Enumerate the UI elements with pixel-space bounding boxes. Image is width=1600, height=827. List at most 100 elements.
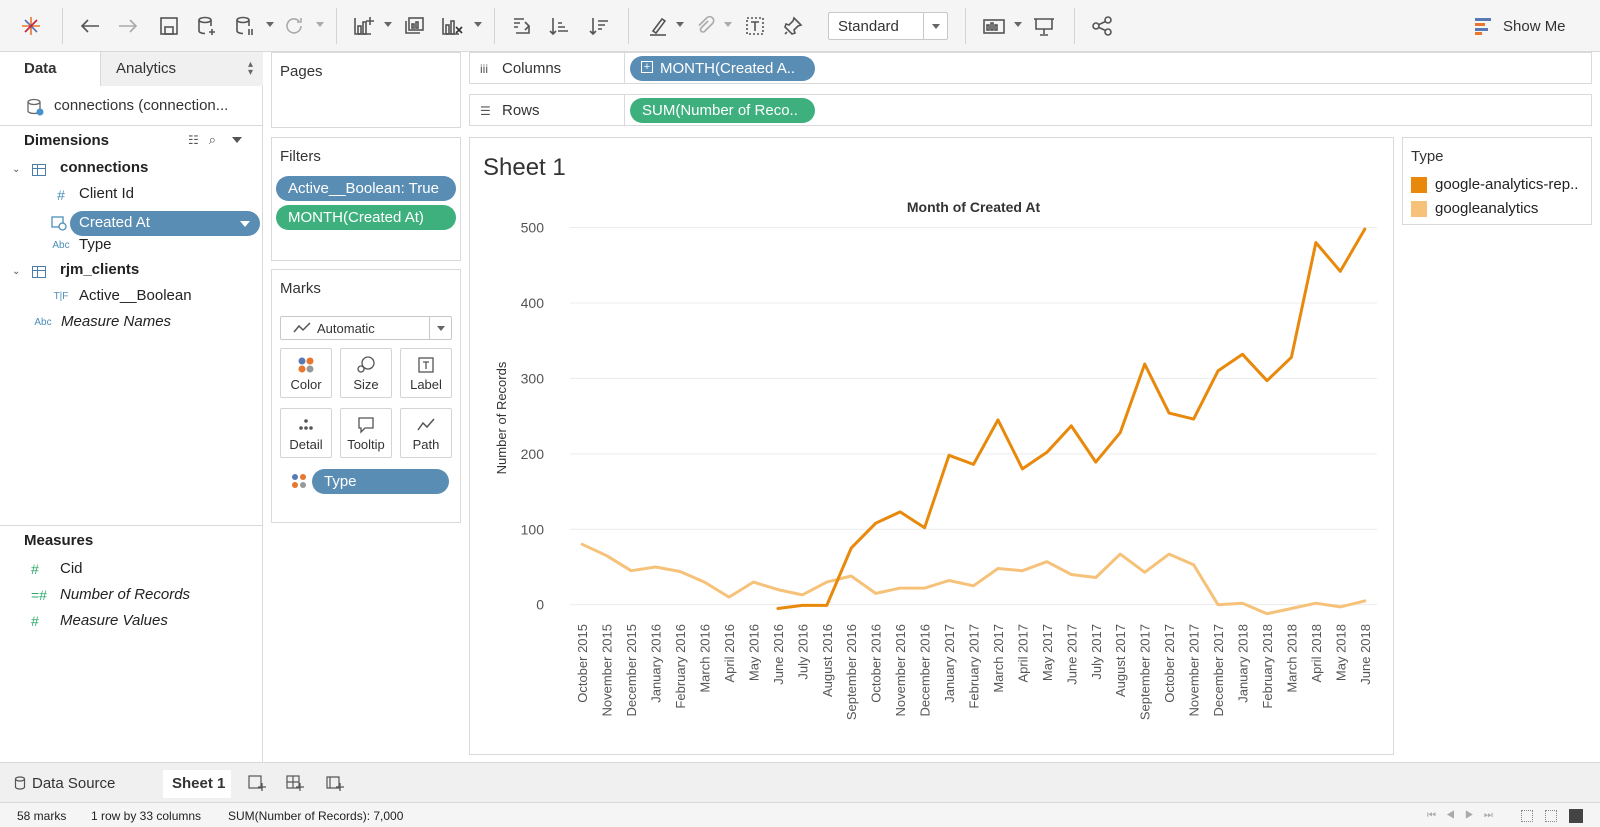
marks-detail-button[interactable]: Detail [280, 408, 332, 458]
x-tick-label: November 2015 [600, 624, 615, 717]
new-worksheet-icon[interactable] [350, 10, 378, 42]
view-as-list-icon[interactable]: ☷ [188, 133, 199, 147]
refresh-dropdown-icon[interactable] [316, 22, 324, 27]
show-me-button[interactable]: Show Me [1475, 12, 1566, 40]
show-mark-labels-icon[interactable] [742, 10, 768, 42]
show-filmstrip-icon[interactable] [1545, 810, 1557, 822]
marks-path-button[interactable]: Path [400, 408, 452, 458]
marks-label-button[interactable]: Label [400, 348, 452, 398]
field-measure-names[interactable]: Abc Measure Names [34, 313, 171, 337]
clear-sheet-dropdown-icon[interactable] [474, 22, 482, 27]
collapse-connections-chevron-icon[interactable]: ⌄ [12, 164, 21, 175]
presentation-mode-icon[interactable] [1030, 10, 1058, 42]
save-icon[interactable] [156, 10, 182, 42]
marks-tooltip-button[interactable]: Tooltip [340, 408, 392, 458]
chevron-down-icon[interactable] [232, 137, 243, 143]
mark-type-select[interactable]: Automatic [280, 316, 452, 340]
measures-divider [0, 525, 263, 526]
x-tick-label: February 2016 [673, 624, 688, 709]
columns-pill-month-created-at[interactable]: + MONTH(Created A.. [630, 56, 815, 81]
pause-data-updates-icon[interactable] [232, 10, 258, 42]
color-legend: Type google-analytics-rep.. googleanalyt… [1402, 137, 1592, 225]
x-tick-label: July 2016 [795, 624, 810, 680]
show-sheet-sorter-icon[interactable] [1521, 810, 1533, 822]
new-worksheet-dropdown-icon[interactable] [384, 22, 392, 27]
x-tick-label: September 2017 [1138, 624, 1153, 720]
pause-dropdown-icon[interactable] [266, 22, 274, 27]
sort-descending-icon[interactable] [586, 10, 614, 42]
field-measure-values[interactable]: # Measure Values [31, 612, 168, 636]
number-measure-icon: # [31, 613, 39, 629]
data-pane: Data Analytics ▴ ▾ connections (connectio… [0, 52, 263, 762]
marks-color-button[interactable]: Color [280, 348, 332, 398]
forward-arrow-icon[interactable] [114, 10, 142, 42]
swap-rows-columns-icon[interactable] [508, 10, 536, 42]
new-data-source-icon[interactable] [194, 10, 220, 42]
field-active-boolean[interactable]: T|F Active__Boolean [54, 287, 192, 311]
show-tabs-icon[interactable] [1569, 809, 1583, 823]
filters-card[interactable]: Filters Active__Boolean: True MONTH(Crea… [271, 137, 461, 261]
field-client-id[interactable]: # Client Id [57, 185, 134, 209]
collapse-rjm-clients-chevron-icon[interactable]: ⌄ [12, 266, 21, 277]
x-tick-label: April 2017 [1015, 624, 1030, 683]
tab-data-source[interactable]: Data Source [14, 770, 115, 798]
table-rjm-clients[interactable]: rjm_clients [60, 261, 140, 278]
boolean-type-icon: T|F [53, 291, 69, 302]
y-tick-label: 500 [521, 220, 545, 236]
new-story-tab-icon[interactable] [325, 774, 345, 797]
sheet-view[interactable]: Sheet 1 Month of Created At Number of Rec… [469, 137, 1394, 755]
sheet-navigation-arrows-icon[interactable]: ⏮◀▶⏭ [1427, 810, 1503, 821]
field-number-of-records[interactable]: =# Number of Records [31, 586, 190, 610]
field-type-label: Type [79, 236, 112, 253]
connection-row[interactable]: connections (connection... [0, 86, 263, 126]
field-type[interactable]: Abc Type [52, 236, 112, 260]
columns-icon: iii [480, 62, 488, 76]
field-cid[interactable]: # Cid [31, 560, 83, 584]
highlight-icon[interactable] [644, 10, 672, 42]
rows-shelf[interactable]: ☰ Rows SUM(Number of Reco.. [469, 94, 1592, 126]
tab-data[interactable]: Data [0, 52, 100, 86]
marks-type-pill[interactable]: Type [312, 469, 449, 494]
show-cards-dropdown-icon[interactable] [1014, 22, 1022, 27]
mark-type-value: Automatic [317, 321, 375, 336]
group-dropdown-icon[interactable] [724, 22, 732, 27]
new-dashboard-tab-icon[interactable] [285, 774, 305, 797]
fit-mode-select[interactable]: Standard [828, 12, 948, 40]
x-tick-label: October 2015 [575, 624, 590, 703]
search-icon[interactable]: ⌕ [208, 132, 217, 147]
x-tick-label: April 2016 [722, 624, 737, 683]
tab-sheet-1[interactable]: Sheet 1 [163, 770, 231, 798]
field-created-at-selected[interactable]: Created At [70, 211, 260, 236]
legend-item-label: googleanalytics [1435, 200, 1539, 217]
sort-ascending-icon[interactable] [546, 10, 574, 42]
field-cid-label: Cid [60, 560, 83, 577]
x-tick-label: December 2015 [624, 624, 639, 717]
tab-analytics[interactable]: Analytics ▴ ▾ [100, 52, 263, 86]
highlight-dropdown-icon[interactable] [676, 22, 684, 27]
columns-shelf[interactable]: iii Columns + MONTH(Created A.. [469, 52, 1592, 84]
expand-plus-icon[interactable]: + [641, 61, 653, 73]
refresh-icon[interactable] [280, 10, 308, 42]
dimensions-title: Dimensions [24, 132, 110, 149]
filter-pill-month-created-at[interactable]: MONTH(Created At) [276, 205, 456, 230]
tooltip-icon [341, 415, 391, 440]
duplicate-sheet-icon[interactable] [400, 10, 428, 42]
share-icon[interactable] [1088, 10, 1116, 42]
new-worksheet-tab-icon[interactable] [247, 774, 267, 797]
line-chart[interactable]: Month of Created At Number of Records 0 100… [470, 138, 1395, 756]
filter-pill-active-boolean[interactable]: Active__Boolean: True [276, 176, 456, 201]
table-connections[interactable]: connections [60, 159, 149, 176]
tableau-logo-icon[interactable] [18, 10, 44, 42]
back-arrow-icon[interactable] [76, 10, 104, 42]
fix-axes-pin-icon[interactable] [780, 10, 806, 42]
clear-sheet-icon[interactable] [438, 10, 466, 42]
database-icon [26, 98, 44, 120]
show-cards-icon[interactable] [980, 10, 1008, 42]
rows-pill-sum-number-of-records[interactable]: SUM(Number of Reco.. [630, 98, 815, 123]
chevron-down-icon[interactable] [240, 221, 250, 227]
group-members-icon[interactable] [692, 10, 718, 42]
chevron-down-icon [923, 13, 947, 39]
marks-size-button[interactable]: Size [340, 348, 392, 398]
pages-card[interactable]: Pages [271, 52, 461, 128]
